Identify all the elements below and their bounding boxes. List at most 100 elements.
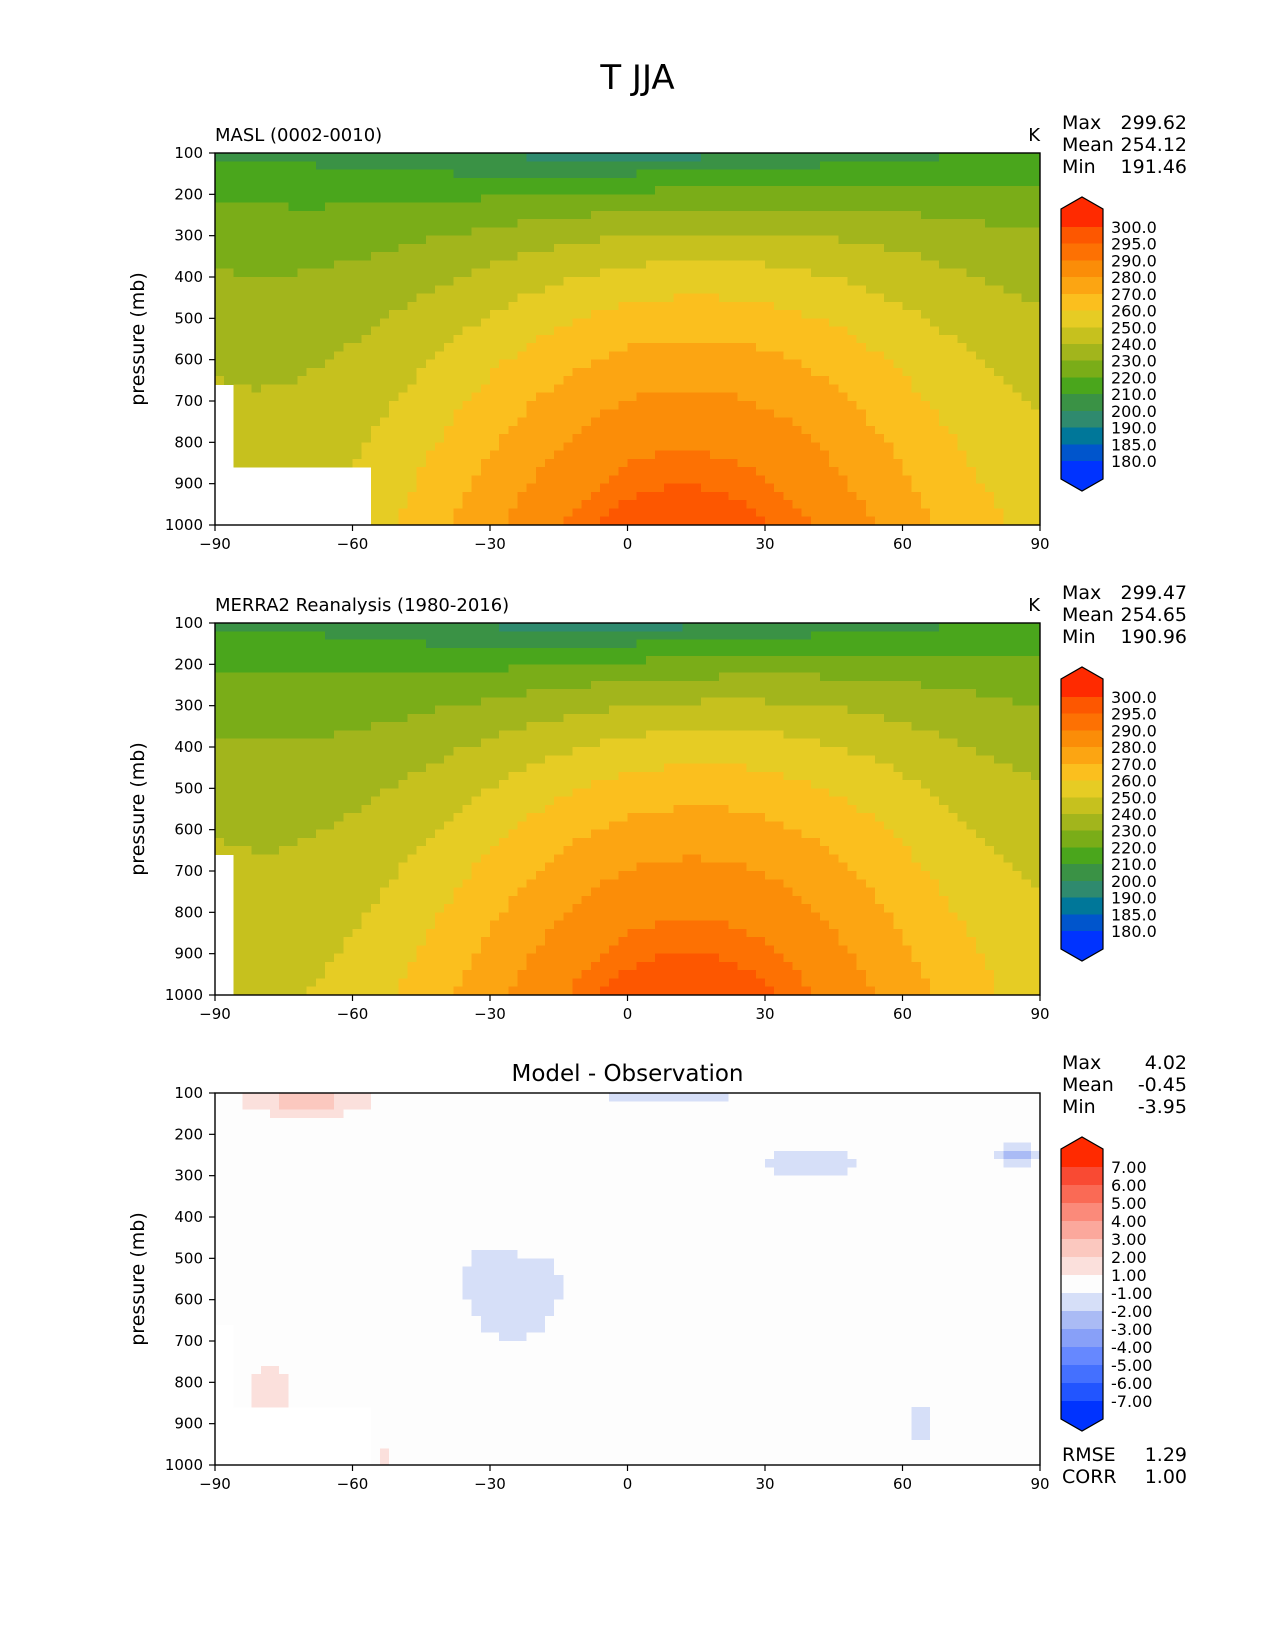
field-cell [847,376,858,386]
field-cell [260,417,271,427]
field-cell [1003,227,1014,237]
field-cell [801,376,812,386]
field-cell [884,202,894,212]
field-cell [911,202,922,212]
field-cell [215,310,225,319]
field-cell [783,186,794,195]
field-cell [636,392,647,402]
field-cell [856,301,867,311]
field-cell [435,351,445,361]
field-cell [380,392,390,402]
field-cell [407,260,418,270]
field-cell [361,755,372,765]
colorbar-segment [1061,293,1103,312]
field-cell [664,219,674,228]
field-cell [315,326,326,336]
field-cell [545,293,555,303]
field-cell [233,252,244,262]
field-cell [572,367,583,377]
field-cell [435,260,445,270]
field-cell [416,738,427,748]
field-cell [673,508,684,518]
field-cell [948,516,959,526]
field-cell [581,417,592,427]
field-cell [820,367,830,377]
field-cell [700,169,711,179]
field-cell [315,978,326,988]
field-cell [315,194,326,204]
field-cell [810,409,821,419]
field-cell [545,169,555,179]
field-cell [306,401,317,410]
field-cell [985,293,995,303]
field-cell [407,796,418,806]
field-cell [380,730,390,740]
field-cell [985,243,995,253]
field-cell [370,186,381,195]
field-cell [875,161,885,171]
field-cell [315,730,326,740]
field-cell [389,177,399,187]
field-cell [352,755,363,765]
field-cell [545,409,555,419]
field-cell [425,656,436,665]
field-cell [581,227,592,237]
field-cell [526,227,537,237]
field-cell [297,771,308,781]
field-cell [251,928,262,938]
field-cell [370,697,381,707]
field-cell [526,285,537,295]
field-cell [380,219,390,228]
field-cell [673,491,684,501]
field-cell [682,516,693,526]
field-cell [957,401,968,410]
field-cell [380,334,390,344]
field-cell [380,285,390,295]
field-cell [334,202,344,212]
field-cell [233,442,244,452]
field-cell [655,169,665,179]
field-cell [270,243,280,253]
field-cell [325,359,335,369]
field-cell [1021,202,1032,212]
field-cell [370,235,381,245]
field-cell [710,417,720,427]
field-cell [224,813,234,822]
field-cell [389,713,399,723]
field-cell [444,483,454,493]
field-cell [389,301,399,311]
field-cell [792,409,803,419]
field-cell [315,945,326,955]
field-cell [416,763,427,773]
field-cell [361,326,372,336]
x-tick-label: 90 [1030,535,1049,553]
field-cell [930,194,940,204]
field-cell [627,243,638,253]
field-cell [682,169,693,179]
field-cell [270,301,280,311]
field-cell [260,458,271,468]
field-cell [810,252,821,262]
field-cell [673,434,684,443]
field-cell [755,384,766,394]
field-cell [242,904,253,913]
field-cell [297,252,308,262]
field-cell [233,945,244,955]
field-cell [719,202,729,212]
field-cell [783,417,794,427]
field-cell [407,235,418,245]
field-cell [389,293,399,303]
field-cell [398,334,409,344]
field-cell [810,268,821,278]
field-cell [755,277,766,286]
field-cell [893,318,904,328]
field-cell [343,194,354,204]
field-cell [242,747,253,756]
field-cell [370,829,381,839]
field-cell [737,384,748,394]
field-cell [737,351,748,361]
field-cell [554,334,564,344]
field-cell [407,285,418,295]
field-cell [792,210,803,220]
field-cell [755,153,766,162]
